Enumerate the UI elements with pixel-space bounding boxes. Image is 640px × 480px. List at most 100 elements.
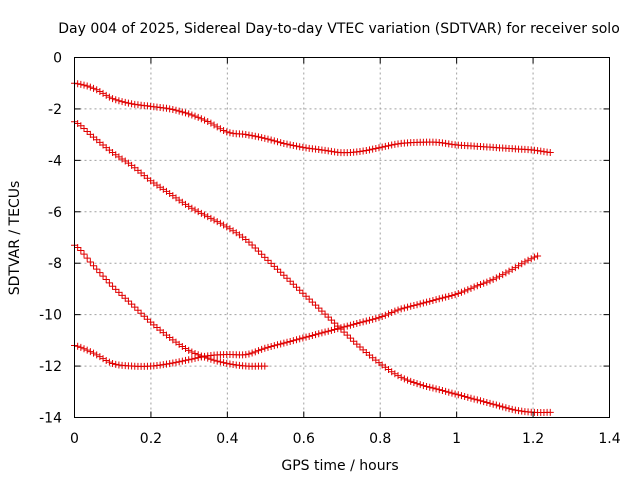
plus-marker [226, 129, 234, 137]
plus-marker [191, 206, 199, 214]
plus-marker [143, 315, 151, 323]
plus-marker [86, 348, 94, 356]
plus-marker [188, 348, 196, 356]
plus-marker [378, 313, 386, 321]
plus-marker [248, 349, 256, 357]
plus-marker [480, 398, 488, 406]
plus-marker [197, 353, 205, 361]
plus-marker [99, 89, 107, 97]
plus-marker [293, 336, 301, 344]
plus-marker [467, 284, 475, 292]
plus-marker [83, 127, 91, 135]
plus-marker [289, 142, 297, 150]
plus-marker [404, 303, 412, 311]
plus-marker [530, 253, 538, 261]
plus-marker [124, 297, 132, 305]
plus-marker [359, 147, 367, 155]
plus-marker [305, 332, 313, 340]
plus-marker [321, 310, 329, 318]
plus-marker [283, 140, 291, 148]
series-1 [71, 79, 554, 157]
plus-marker [419, 299, 427, 307]
plus-marker [391, 307, 399, 315]
plus-marker [118, 291, 126, 299]
plus-marker [483, 278, 491, 286]
plus-marker [296, 286, 304, 294]
plus-marker [511, 264, 519, 272]
plus-marker [394, 372, 402, 380]
y-tick-label: -2 [48, 102, 62, 118]
plus-marker [182, 109, 190, 117]
plus-marker [182, 356, 190, 364]
plus-marker [480, 279, 488, 287]
plus-marker [508, 265, 516, 273]
plus-marker [270, 342, 278, 350]
plus-marker [492, 274, 500, 282]
plus-marker [312, 331, 320, 339]
plus-marker [365, 146, 373, 154]
plus-marker [112, 96, 120, 104]
plus-marker [185, 110, 193, 118]
plus-marker [448, 389, 456, 397]
plus-marker [429, 384, 437, 392]
plus-marker [451, 390, 459, 398]
plus-marker [191, 354, 199, 362]
plus-marker [334, 325, 342, 333]
plus-marker [388, 141, 396, 149]
plus-marker [83, 346, 91, 354]
plus-marker [423, 382, 431, 390]
plus-marker [293, 283, 301, 291]
plus-marker [201, 211, 209, 219]
plus-marker [80, 250, 88, 258]
plus-marker [515, 407, 523, 415]
plus-marker [93, 86, 101, 94]
plus-marker [264, 256, 272, 264]
grid-lines [74, 57, 610, 418]
plus-marker [207, 214, 215, 222]
plus-marker [426, 383, 434, 391]
plus-marker [508, 405, 516, 413]
plus-marker [185, 346, 193, 354]
plus-marker [267, 136, 275, 144]
plus-marker [258, 250, 266, 258]
plus-marker [273, 138, 281, 146]
plus-marker [194, 354, 202, 362]
plus-marker [365, 316, 373, 324]
plus-marker [492, 401, 500, 409]
plus-marker [331, 325, 339, 333]
plus-marker [442, 293, 450, 301]
plus-marker [432, 296, 440, 304]
plus-marker [346, 321, 354, 329]
plus-marker [248, 241, 256, 249]
plus-marker [410, 379, 418, 387]
plus-marker [213, 123, 221, 131]
plus-marker [169, 359, 177, 367]
plus-marker [318, 307, 326, 315]
plus-marker [172, 358, 180, 366]
plus-marker [140, 312, 148, 320]
plus-marker [223, 223, 231, 231]
plus-marker [302, 333, 310, 341]
y-tick-label: 0 [53, 51, 62, 67]
plus-marker [362, 146, 370, 154]
plus-marker [537, 147, 545, 155]
plus-marker [273, 341, 281, 349]
plus-marker [457, 288, 465, 296]
plus-marker [397, 305, 405, 313]
plus-marker [350, 337, 358, 345]
plus-marker [178, 108, 186, 116]
plus-marker [464, 286, 472, 294]
plus-marker [188, 204, 196, 212]
plus-marker [362, 317, 370, 325]
plus-marker [496, 272, 504, 280]
plus-marker [359, 318, 367, 326]
plus-marker [289, 280, 297, 288]
y-axis-label: SDTVAR / TECUs [7, 181, 23, 296]
plus-marker [299, 334, 307, 342]
plus-marker [242, 131, 250, 139]
plus-marker [423, 298, 431, 306]
plus-marker [283, 338, 291, 346]
plus-marker [451, 291, 459, 299]
plus-marker [505, 405, 513, 413]
plus-marker [283, 274, 291, 282]
